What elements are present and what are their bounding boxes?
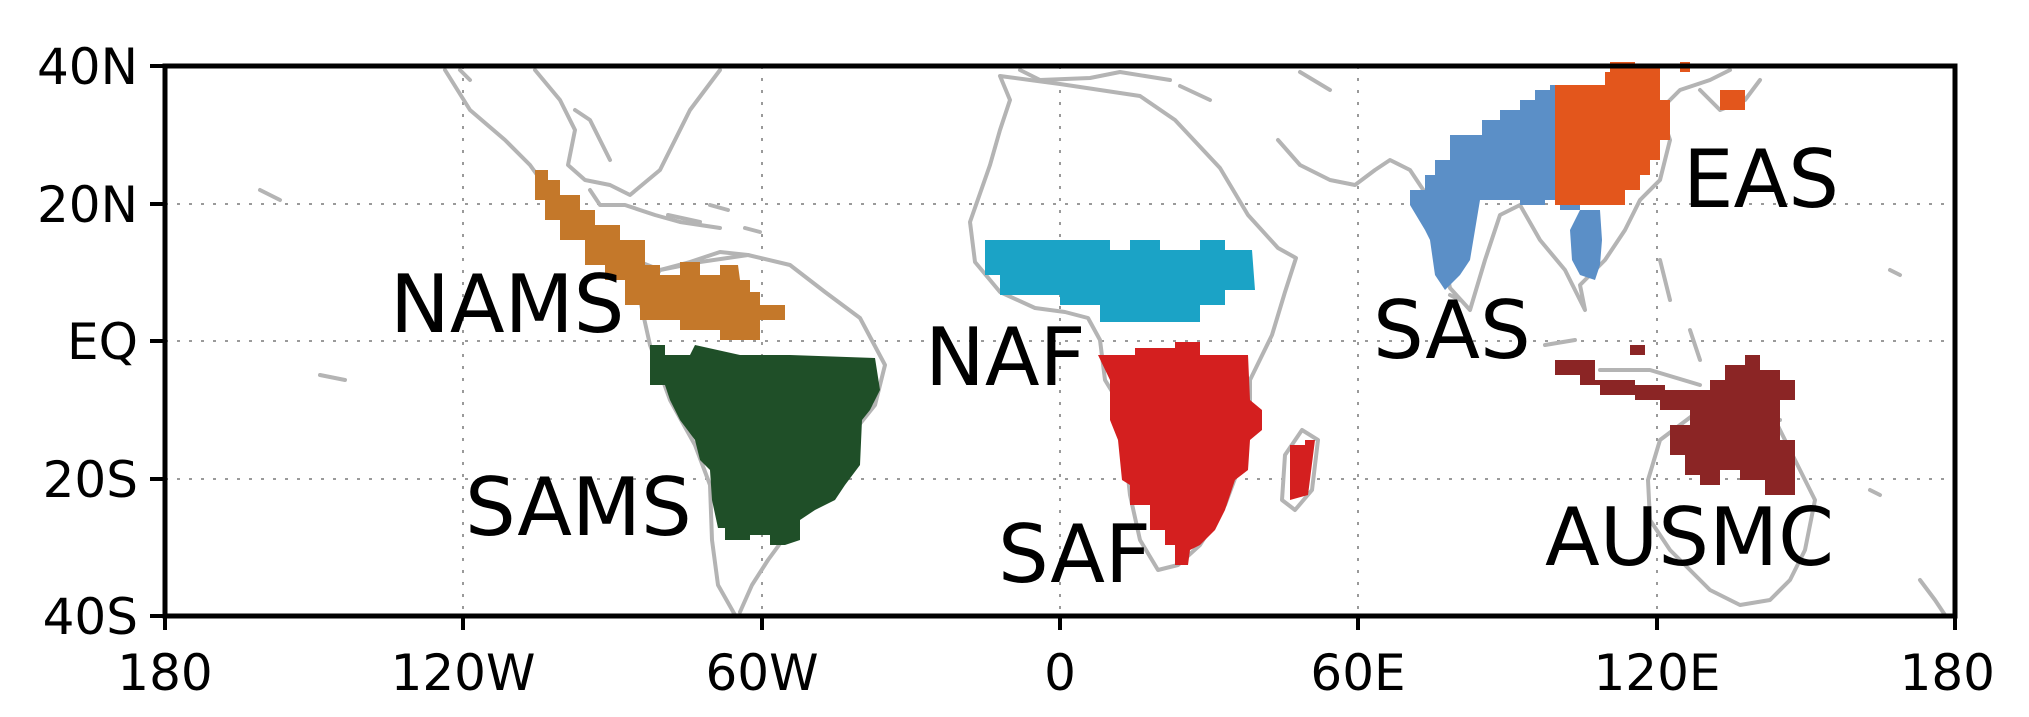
lon-tick-labels: 180 120W 60W 0 60E 120E 180 (117, 644, 1995, 702)
coast-europe (1018, 68, 1332, 102)
label-naf: NAF (925, 311, 1086, 404)
lat-tick-label: 40N (37, 38, 138, 96)
region-naf (985, 240, 1255, 322)
coast-pacific-islands (258, 188, 1902, 497)
label-nams: NAMS (390, 258, 624, 351)
label-sams: SAMS (465, 461, 692, 554)
label-ausmc: AUSMC (1545, 491, 1834, 584)
lat-tick-label: 40S (43, 588, 138, 646)
coast-nz (1918, 578, 1947, 617)
lon-tick-label: 60W (705, 644, 818, 702)
region-sams (650, 345, 880, 545)
coast-caribbean (666, 203, 762, 234)
region-eas (1555, 62, 1745, 205)
coast-maritime (1543, 258, 1782, 422)
lon-tick-label: 180 (117, 644, 212, 702)
region-saf (1098, 342, 1262, 565)
region-saf-madagascar (1290, 440, 1315, 500)
label-eas: EAS (1683, 133, 1839, 226)
region-ausmc (1555, 345, 1795, 495)
lat-tick-label: 20S (43, 451, 138, 509)
monsoon-regions (535, 62, 1795, 565)
region-labels: NAMS SAMS NAF SAF SAS EAS AUSMC (390, 133, 1839, 601)
lon-tick-label: 120W (391, 644, 536, 702)
label-saf: SAF (998, 508, 1151, 601)
region-sas (1410, 85, 1602, 290)
region-nams (535, 170, 785, 340)
lon-tick-label: 60E (1310, 644, 1405, 702)
coast-madagascar (1280, 428, 1320, 512)
lon-tick-label: 180 (1900, 644, 1995, 702)
coast-sri-lanka (1448, 293, 1462, 302)
lon-tick-label: 120E (1593, 644, 1720, 702)
lon-tick-label: 0 (1044, 644, 1076, 702)
lat-tick-labels: 40N 20N EQ 20S 40S (37, 38, 138, 646)
tick-marks (150, 64, 1957, 630)
lat-tick-label: EQ (67, 313, 138, 371)
label-sas: SAS (1373, 284, 1531, 377)
lat-tick-label: 20N (37, 176, 138, 234)
